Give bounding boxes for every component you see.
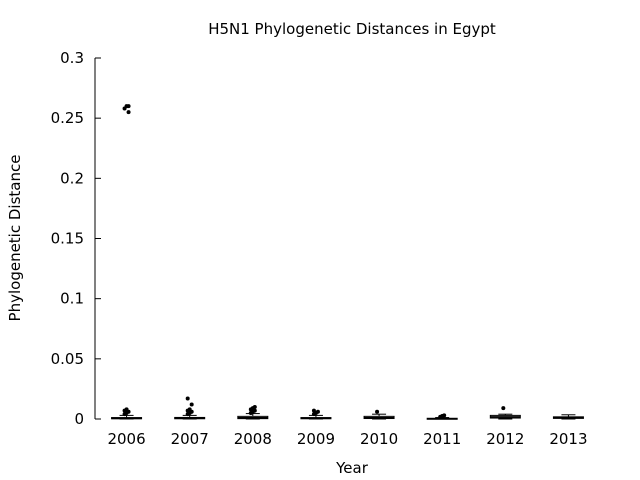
chart-title: H5N1 Phylogenetic Distances in Egypt xyxy=(208,20,496,38)
box-2009 xyxy=(300,408,332,420)
outlier-point xyxy=(124,407,129,412)
y-axis-label: Phylogenetic Distance xyxy=(6,155,24,322)
x-tick-label: 2011 xyxy=(423,430,461,448)
box-2010 xyxy=(363,409,395,420)
x-axis-label: Year xyxy=(335,459,369,477)
box-2013 xyxy=(552,414,584,420)
outlier-point xyxy=(185,396,190,401)
outlier-point xyxy=(442,413,447,418)
box-2011 xyxy=(426,413,458,420)
x-tick-label: 2010 xyxy=(360,430,398,448)
outlier-point xyxy=(252,404,257,409)
y-tick-label: 0.15 xyxy=(51,230,84,248)
outlier-point xyxy=(311,408,316,413)
outlier-point xyxy=(315,409,320,414)
y-tick-label: 0 xyxy=(74,410,84,428)
box-series xyxy=(111,104,584,420)
outlier-point xyxy=(501,406,506,411)
y-tick-label: 0.2 xyxy=(60,169,84,187)
x-tick-label: 2006 xyxy=(107,430,145,448)
box-2007 xyxy=(174,396,206,420)
x-tick-label: 2007 xyxy=(171,430,209,448)
y-axis-ticks: 0 0.05 0.1 0.15 0.2 0.25 0.3 xyxy=(51,49,101,428)
outlier-point xyxy=(126,110,131,115)
y-tick-label: 0.05 xyxy=(51,350,84,368)
outlier-point xyxy=(375,409,380,414)
x-tick-label: 2012 xyxy=(486,430,524,448)
box-2008 xyxy=(237,404,269,420)
box-2006 xyxy=(111,104,143,420)
box-2012 xyxy=(489,406,521,420)
outlier-point xyxy=(187,407,192,412)
x-axis-ticks: 2006 2007 2008 2009 2010 2011 2012 2013 xyxy=(107,430,587,448)
x-tick-label: 2008 xyxy=(234,430,272,448)
y-tick-label: 0.3 xyxy=(60,49,84,67)
y-tick-label: 0.25 xyxy=(51,109,84,127)
x-tick-label: 2009 xyxy=(297,430,335,448)
outlier-point xyxy=(189,402,194,407)
y-tick-label: 0.1 xyxy=(60,290,84,308)
outlier-point xyxy=(126,104,131,109)
x-tick-label: 2013 xyxy=(549,430,587,448)
